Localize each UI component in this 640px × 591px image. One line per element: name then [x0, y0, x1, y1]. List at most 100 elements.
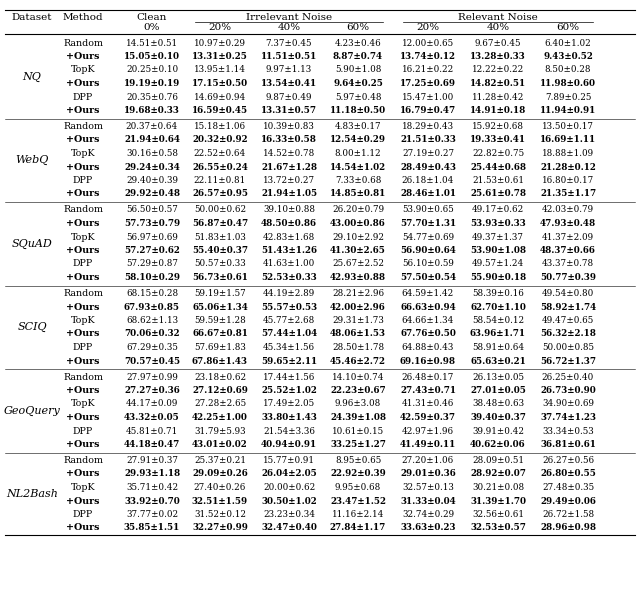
Text: 7.89±0.25: 7.89±0.25 — [545, 93, 591, 102]
Text: 26.04±2.05: 26.04±2.05 — [261, 469, 317, 479]
Text: 35.71±0.42: 35.71±0.42 — [126, 483, 178, 492]
Text: 44.18±0.47: 44.18±0.47 — [124, 440, 180, 449]
Text: 26.73±0.90: 26.73±0.90 — [540, 386, 596, 395]
Text: 56.50±0.57: 56.50±0.57 — [126, 206, 178, 215]
Text: 70.06±0.32: 70.06±0.32 — [124, 330, 180, 339]
Text: 27.19±0.27: 27.19±0.27 — [402, 149, 454, 158]
Text: +Ours: +Ours — [67, 496, 100, 505]
Text: 39.91±0.42: 39.91±0.42 — [472, 427, 524, 436]
Text: 10.39±0.83: 10.39±0.83 — [263, 122, 315, 131]
Text: 65.63±0.21: 65.63±0.21 — [470, 356, 526, 365]
Text: NQ: NQ — [22, 72, 42, 82]
Text: +Ours: +Ours — [67, 469, 100, 479]
Text: +Ours: +Ours — [67, 163, 100, 171]
Text: 55.90±0.18: 55.90±0.18 — [470, 273, 526, 282]
Text: 56.72±1.37: 56.72±1.37 — [540, 356, 596, 365]
Text: 13.54±0.41: 13.54±0.41 — [261, 79, 317, 88]
Text: TopK: TopK — [70, 400, 95, 408]
Text: 42.59±0.37: 42.59±0.37 — [400, 413, 456, 422]
Text: 39.10±0.88: 39.10±0.88 — [263, 206, 315, 215]
Text: 20%: 20% — [417, 22, 440, 31]
Text: 26.27±0.56: 26.27±0.56 — [542, 456, 594, 465]
Text: 20.35±0.76: 20.35±0.76 — [126, 93, 178, 102]
Text: 11.98±0.60: 11.98±0.60 — [540, 79, 596, 88]
Text: Dataset: Dataset — [12, 14, 52, 22]
Text: 0%: 0% — [144, 22, 160, 31]
Text: 23.23±0.34: 23.23±0.34 — [263, 510, 315, 519]
Text: 19.19±0.19: 19.19±0.19 — [124, 79, 180, 88]
Text: 64.88±0.43: 64.88±0.43 — [402, 343, 454, 352]
Text: 57.69±1.83: 57.69±1.83 — [194, 343, 246, 352]
Text: 8.00±1.12: 8.00±1.12 — [335, 149, 381, 158]
Text: 56.73±0.61: 56.73±0.61 — [192, 273, 248, 282]
Text: TopK: TopK — [70, 66, 95, 74]
Text: 57.27±0.62: 57.27±0.62 — [124, 246, 180, 255]
Text: 38.48±0.63: 38.48±0.63 — [472, 400, 524, 408]
Text: 19.33±0.41: 19.33±0.41 — [470, 135, 526, 145]
Text: 32.47±0.40: 32.47±0.40 — [261, 524, 317, 532]
Text: 69.16±0.98: 69.16±0.98 — [400, 356, 456, 365]
Text: Random: Random — [63, 38, 103, 47]
Text: +Ours: +Ours — [67, 386, 100, 395]
Text: 13.28±0.33: 13.28±0.33 — [470, 52, 526, 61]
Text: WebQ: WebQ — [15, 155, 49, 165]
Text: 13.72±0.27: 13.72±0.27 — [263, 176, 315, 185]
Text: 26.13±0.05: 26.13±0.05 — [472, 372, 524, 382]
Text: 42.00±2.96: 42.00±2.96 — [330, 303, 386, 311]
Text: 25.52±1.02: 25.52±1.02 — [261, 386, 317, 395]
Text: 49.47±0.65: 49.47±0.65 — [542, 316, 594, 325]
Text: 4.83±0.17: 4.83±0.17 — [335, 122, 381, 131]
Text: 63.96±1.71: 63.96±1.71 — [470, 330, 526, 339]
Text: 31.33±0.04: 31.33±0.04 — [400, 496, 456, 505]
Text: 25.44±0.68: 25.44±0.68 — [470, 163, 526, 171]
Text: +Ours: +Ours — [67, 330, 100, 339]
Text: 15.05±0.10: 15.05±0.10 — [124, 52, 180, 61]
Text: 43.01±0.02: 43.01±0.02 — [192, 440, 248, 449]
Text: 14.10±0.74: 14.10±0.74 — [332, 372, 384, 382]
Text: GeoQuery: GeoQuery — [4, 405, 60, 416]
Text: 31.52±0.12: 31.52±0.12 — [194, 510, 246, 519]
Text: 64.66±1.34: 64.66±1.34 — [402, 316, 454, 325]
Text: 57.70±1.31: 57.70±1.31 — [400, 219, 456, 228]
Text: 20.00±0.62: 20.00±0.62 — [263, 483, 315, 492]
Text: 28.96±0.98: 28.96±0.98 — [540, 524, 596, 532]
Text: 55.40±0.37: 55.40±0.37 — [192, 246, 248, 255]
Text: 51.43±1.26: 51.43±1.26 — [261, 246, 317, 255]
Text: 14.91±0.18: 14.91±0.18 — [470, 106, 526, 115]
Text: 37.77±0.02: 37.77±0.02 — [126, 510, 178, 519]
Text: SCIQ: SCIQ — [17, 322, 47, 332]
Text: 21.35±1.17: 21.35±1.17 — [540, 190, 596, 199]
Text: 12.22±0.22: 12.22±0.22 — [472, 66, 524, 74]
Text: DPP: DPP — [73, 93, 93, 102]
Text: +Ours: +Ours — [67, 356, 100, 365]
Text: 13.95±1.14: 13.95±1.14 — [194, 66, 246, 74]
Text: 26.72±1.58: 26.72±1.58 — [542, 510, 594, 519]
Text: 7.37±0.45: 7.37±0.45 — [266, 38, 312, 47]
Text: TopK: TopK — [70, 149, 95, 158]
Text: 67.29±0.35: 67.29±0.35 — [126, 343, 178, 352]
Text: 59.65±2.11: 59.65±2.11 — [261, 356, 317, 365]
Text: Random: Random — [63, 289, 103, 298]
Text: 37.74±1.23: 37.74±1.23 — [540, 413, 596, 422]
Text: 14.85±0.81: 14.85±0.81 — [330, 190, 386, 199]
Text: 16.79±0.47: 16.79±0.47 — [400, 106, 456, 115]
Text: 27.28±2.65: 27.28±2.65 — [194, 400, 246, 408]
Text: 59.59±1.28: 59.59±1.28 — [194, 316, 246, 325]
Text: 44.17±0.09: 44.17±0.09 — [126, 400, 178, 408]
Text: 56.90±0.64: 56.90±0.64 — [400, 246, 456, 255]
Text: 40.94±0.91: 40.94±0.91 — [261, 440, 317, 449]
Text: 42.25±1.00: 42.25±1.00 — [192, 413, 248, 422]
Text: 21.67±1.28: 21.67±1.28 — [261, 163, 317, 171]
Text: 32.53±0.57: 32.53±0.57 — [470, 524, 526, 532]
Text: 27.97±0.99: 27.97±0.99 — [126, 372, 178, 382]
Text: 30.16±0.58: 30.16±0.58 — [126, 149, 178, 158]
Text: +Ours: +Ours — [67, 303, 100, 311]
Text: 20%: 20% — [209, 22, 232, 31]
Text: +Ours: +Ours — [67, 135, 100, 145]
Text: 43.00±0.86: 43.00±0.86 — [330, 219, 386, 228]
Text: 13.31±0.57: 13.31±0.57 — [261, 106, 317, 115]
Text: 67.76±0.50: 67.76±0.50 — [400, 330, 456, 339]
Text: 20.32±0.92: 20.32±0.92 — [192, 135, 248, 145]
Text: 64.59±1.42: 64.59±1.42 — [402, 289, 454, 298]
Text: 23.18±0.62: 23.18±0.62 — [194, 372, 246, 382]
